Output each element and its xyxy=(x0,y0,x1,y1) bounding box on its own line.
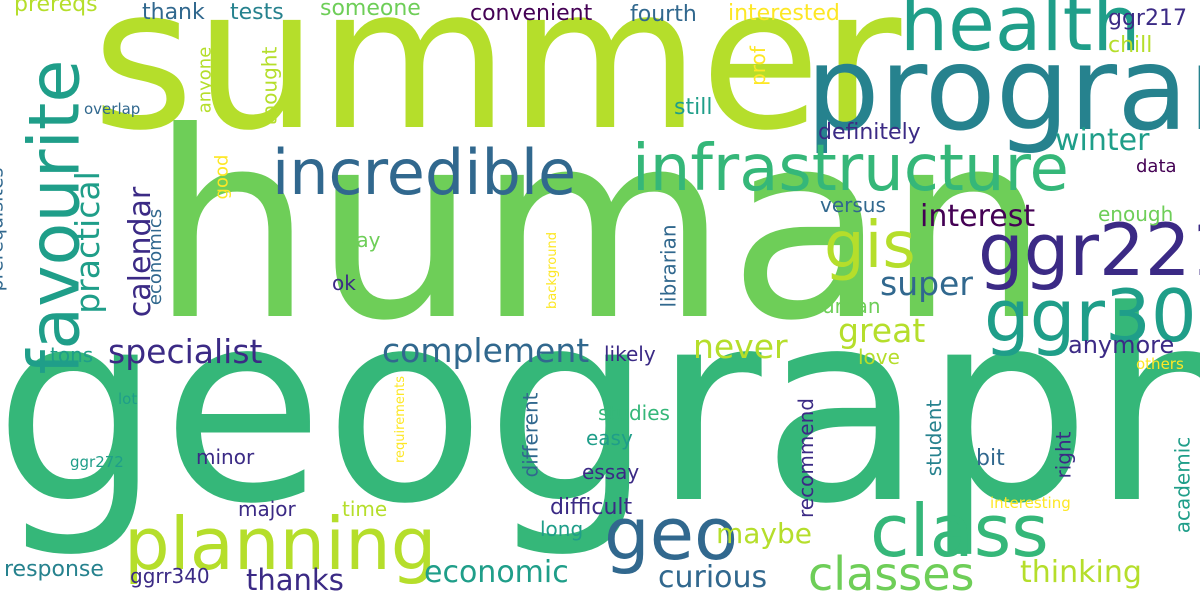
word-geography: geography xyxy=(0,255,1200,562)
word-requirements: requirements xyxy=(393,376,408,463)
word-difficult: difficult xyxy=(550,495,633,520)
word-economic: economic xyxy=(424,555,569,590)
word-chill: chill xyxy=(1108,33,1153,58)
word-thanks: thanks xyxy=(246,563,344,597)
word-student: student xyxy=(922,399,947,477)
word-background: background xyxy=(544,232,560,309)
word-ggrr340: ggrr340 xyxy=(130,564,210,588)
word-right: right xyxy=(1051,431,1076,479)
word-versus: versus xyxy=(820,193,886,217)
word-long: long xyxy=(540,517,584,541)
word-bit: bit xyxy=(976,446,1005,471)
word-likely: likely xyxy=(604,342,656,366)
word-easy: easy xyxy=(586,426,633,450)
word-practical: practical xyxy=(67,171,107,314)
word-response: response xyxy=(4,557,104,582)
word-love: love xyxy=(858,345,900,369)
word-good: good xyxy=(211,154,233,200)
word-gis: gis xyxy=(824,209,916,283)
word-tons: tons xyxy=(50,343,94,367)
word-recommend: recommend xyxy=(793,398,818,518)
word-someone: someone xyxy=(320,0,421,21)
word-thank: thank xyxy=(142,0,205,25)
word-others: others xyxy=(1136,355,1184,373)
word-thought: thought xyxy=(257,46,282,126)
word-anymore: anymore xyxy=(1068,331,1175,359)
word-infrastructure: infrastructure xyxy=(632,132,1069,206)
word-never: never xyxy=(693,327,788,366)
word-time: time xyxy=(342,497,388,521)
word-program: program xyxy=(806,22,1200,157)
word-economics: economics xyxy=(145,208,167,306)
word-anyone: anyone xyxy=(194,46,216,114)
word-prerequisites: prerequisites xyxy=(0,167,8,292)
word-classes: classes xyxy=(808,547,975,600)
word-enough: enough xyxy=(1098,202,1174,226)
word-definitely: definitely xyxy=(818,120,921,145)
word-librarian: librarian xyxy=(656,224,681,308)
word-geo: geo xyxy=(604,492,739,576)
word-still: still xyxy=(674,95,713,120)
word-ggr221: ggr221 xyxy=(978,208,1200,292)
word-data: data xyxy=(1136,156,1177,177)
word-human: human xyxy=(150,77,1050,377)
word-interested: interested xyxy=(728,1,840,26)
word-class: class xyxy=(870,489,1049,573)
word-ok: ok xyxy=(332,271,356,295)
word-fourth: fourth xyxy=(630,2,697,27)
word-ggr217: ggr217 xyxy=(1108,6,1187,31)
word-specialist: specialist xyxy=(108,332,263,371)
word-different: different xyxy=(518,392,543,478)
word-academic: academic xyxy=(1170,436,1195,534)
word-summer: summer xyxy=(92,0,902,174)
word-prof: prof xyxy=(745,46,770,86)
word-overlap: overlap xyxy=(84,100,141,118)
word-prereqs: prereqs xyxy=(14,0,98,17)
word-ggr272: ggr272 xyxy=(70,453,124,471)
word-maybe: maybe xyxy=(716,517,813,550)
word-complement: complement xyxy=(382,331,590,370)
word-way: way xyxy=(340,228,381,252)
word-essay: essay xyxy=(582,460,640,484)
word-thinking: thinking xyxy=(1020,555,1142,590)
word-convenient: convenient xyxy=(470,1,593,26)
word-studies: studies xyxy=(598,401,670,425)
word-minor: minor xyxy=(196,445,255,469)
word-health: health xyxy=(900,0,1141,68)
word-planning: planning xyxy=(124,502,437,586)
word-winter: winter xyxy=(1055,123,1150,158)
word-super: super xyxy=(880,264,973,303)
word-urban: urban xyxy=(822,294,881,318)
word-interest: interest xyxy=(920,199,1036,234)
word-interesting: interesting xyxy=(990,494,1071,512)
word-ggr300: ggr300 xyxy=(984,274,1200,358)
word-curious: curious xyxy=(658,560,768,595)
word-tests: tests xyxy=(230,0,284,25)
word-major: major xyxy=(238,497,296,521)
word-great: great xyxy=(838,311,926,350)
word-lot: lot xyxy=(118,390,138,408)
word-incredible: incredible xyxy=(272,136,577,209)
